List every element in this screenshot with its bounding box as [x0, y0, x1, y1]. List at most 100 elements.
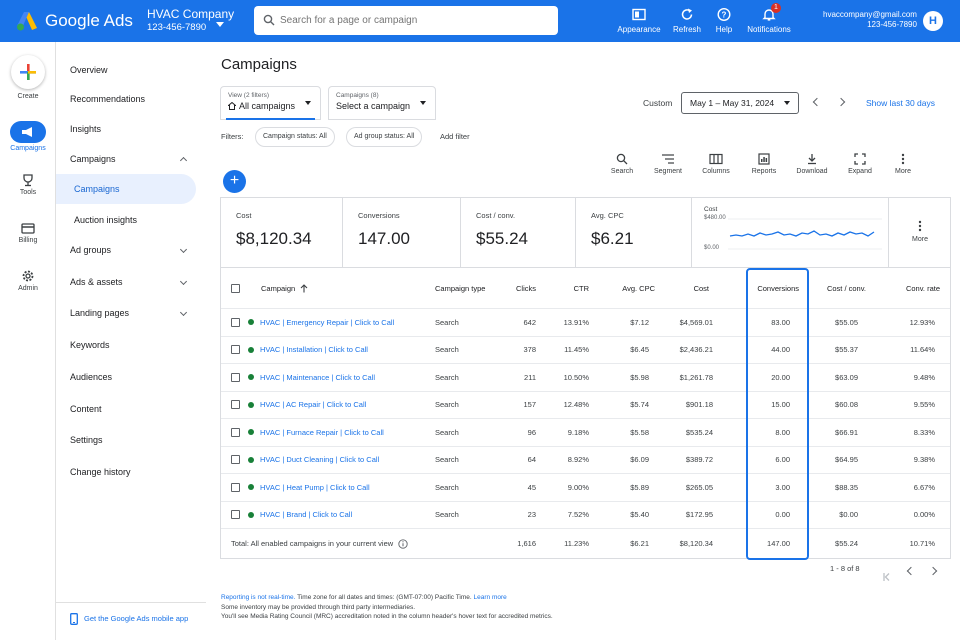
tool-more[interactable]: More: [883, 153, 923, 175]
chevron-left-icon[interactable]: [812, 97, 822, 107]
header-cost[interactable]: Cost: [693, 283, 709, 293]
scorecard-cost[interactable]: Cost $8,120.34: [221, 198, 343, 267]
campaign-selector[interactable]: Campaigns (8) Select a campaign: [328, 86, 436, 120]
avatar[interactable]: H: [923, 11, 943, 31]
show-last-30-days-link[interactable]: Show last 30 days: [866, 98, 935, 108]
add-campaign-button[interactable]: +: [223, 170, 246, 193]
tool-download[interactable]: Download: [792, 153, 832, 175]
reporting-link[interactable]: Reporting is not real-time.: [221, 594, 296, 601]
row-checkbox[interactable]: [231, 502, 240, 529]
nav-landing-pages[interactable]: Landing pages: [56, 298, 206, 328]
nav-recommendations[interactable]: Recommendations: [56, 84, 206, 114]
row-checkbox[interactable]: [231, 364, 240, 391]
row-checkbox[interactable]: [231, 392, 240, 419]
header-campaign[interactable]: Campaign: [261, 268, 308, 308]
nav-campaigns-group[interactable]: Campaigns: [56, 144, 206, 174]
account-email-block[interactable]: hvaccompany@gmail.com 123-456-7890: [823, 10, 917, 30]
select-all-checkbox[interactable]: [231, 268, 240, 308]
filter-chip-campaign-status[interactable]: Campaign status: All: [255, 127, 335, 147]
rail-admin[interactable]: Admin: [0, 269, 56, 292]
google-ads-logo[interactable]: [16, 11, 38, 31]
campaign-type-cell: Search: [435, 427, 459, 437]
nav-overview[interactable]: Overview: [56, 55, 206, 85]
rail-billing[interactable]: Billing: [0, 221, 56, 244]
checkbox-box: [231, 510, 240, 520]
avg-cpc-cell: $6.09: [630, 455, 649, 465]
account-switcher[interactable]: HVAC Company 123-456-7890: [147, 8, 234, 34]
refresh-button[interactable]: Refresh: [668, 6, 706, 34]
nav-content[interactable]: Content: [56, 394, 206, 424]
chevron-right-icon[interactable]: [836, 97, 846, 107]
first-page-icon[interactable]: [883, 568, 891, 581]
campaign-type-cell: Search: [435, 510, 459, 520]
tool-search[interactable]: Search: [602, 153, 642, 175]
campaign-name-link[interactable]: HVAC | Heat Pump | Click to Call: [260, 482, 370, 492]
row-checkbox[interactable]: [231, 309, 240, 336]
caret-down-icon[interactable]: [216, 22, 224, 27]
header-clicks[interactable]: Clicks: [516, 283, 536, 293]
campaign-name-link[interactable]: HVAC | Furnace Repair | Click to Call: [260, 427, 384, 437]
campaign-name-link[interactable]: HVAC | Maintenance | Click to Call: [260, 372, 376, 382]
row-checkbox[interactable]: [231, 474, 240, 501]
learn-more-link[interactable]: Learn more: [473, 594, 507, 601]
tool-segment[interactable]: Segment: [648, 153, 688, 175]
filter-chip-ad-group-status[interactable]: Ad group status: All: [346, 127, 423, 147]
nav-label: Keywords: [70, 340, 110, 350]
nav-insights[interactable]: Insights: [56, 114, 206, 144]
rail-tools[interactable]: Tools: [0, 173, 56, 196]
scorecard-more-button[interactable]: More: [889, 198, 951, 267]
mobile-app-link[interactable]: Get the Google Ads mobile app: [56, 602, 206, 625]
nav-campaigns[interactable]: Campaigns: [56, 174, 196, 204]
cost-sparkline[interactable]: Cost $480.00 $0.00: [692, 198, 889, 267]
campaign-name-link[interactable]: HVAC | Emergency Repair | Click to Call: [260, 317, 395, 327]
nav-label: Content: [70, 404, 102, 414]
nav-ads-assets[interactable]: Ads & assets: [56, 267, 206, 297]
campaign-name-link[interactable]: HVAC | Duct Cleaning | Click to Call: [260, 455, 380, 465]
nav-audiences[interactable]: Audiences: [56, 362, 206, 392]
tool-reports[interactable]: Reports: [744, 153, 784, 175]
cost-per-conv-cell: $66.91: [835, 427, 858, 437]
info-icon[interactable]: [398, 538, 408, 549]
campaigns-pill[interactable]: [10, 121, 46, 143]
nav-change-history[interactable]: Change history: [56, 457, 206, 487]
header-avg-cpc[interactable]: Avg. CPC: [622, 283, 655, 293]
prev-page-icon[interactable]: [906, 566, 916, 576]
campaign-name-link[interactable]: HVAC | AC Repair | Click to Call: [260, 400, 367, 410]
help-button[interactable]: ? Help: [708, 6, 740, 34]
create-button[interactable]: [11, 55, 45, 89]
nav-keywords[interactable]: Keywords: [56, 330, 206, 360]
next-page-icon[interactable]: [928, 566, 938, 576]
date-range-picker[interactable]: May 1 – May 31, 2024: [681, 92, 799, 114]
header-conv-rate[interactable]: Conv. rate: [905, 283, 940, 293]
campaign-name-link[interactable]: HVAC | Installation | Click to Call: [260, 345, 368, 355]
cost-cell: $2,436.21: [679, 345, 713, 355]
header-campaign-type[interactable]: Campaign type: [435, 283, 486, 293]
scorecard-conversions[interactable]: Conversions 147.00: [343, 198, 461, 267]
view-selector[interactable]: View (2 filters) All campaigns: [220, 86, 321, 120]
avg-cpc-cell: $5.89: [630, 482, 649, 492]
row-checkbox[interactable]: [231, 447, 240, 474]
rail-campaigns[interactable]: Campaigns: [0, 121, 56, 152]
campaign-name-link[interactable]: HVAC | Brand | Click to Call: [260, 510, 353, 520]
notifications-button[interactable]: 1 Notifications: [744, 3, 794, 34]
header-ctr[interactable]: CTR: [573, 283, 589, 293]
ctr-cell: 12.48%: [563, 400, 589, 410]
search-box[interactable]: [254, 6, 558, 35]
header-cost-per-conv[interactable]: Cost / conv.: [826, 283, 866, 293]
rail-create[interactable]: Create: [0, 55, 56, 100]
add-filter-button[interactable]: Add filter: [440, 132, 470, 141]
page-title: Campaigns: [221, 56, 297, 73]
row-checkbox[interactable]: [231, 337, 240, 364]
cost-cell: $4,569.01: [679, 317, 713, 327]
nav-ad-groups[interactable]: Ad groups: [56, 235, 206, 265]
scorecard-avg-cpc[interactable]: Avg. CPC $6.21: [576, 198, 692, 267]
header-conversions[interactable]: Conversions: [757, 283, 799, 293]
row-checkbox[interactable]: [231, 419, 240, 446]
nav-auction-insights[interactable]: Auction insights: [56, 205, 206, 235]
tool-expand[interactable]: Expand: [840, 153, 880, 175]
nav-settings[interactable]: Settings: [56, 425, 206, 455]
tool-columns[interactable]: Columns: [696, 153, 736, 175]
appearance-button[interactable]: Appearance: [614, 6, 664, 34]
search-input[interactable]: [280, 6, 550, 35]
scorecard-cost-per-conv[interactable]: Cost / conv. $55.24: [461, 198, 576, 267]
